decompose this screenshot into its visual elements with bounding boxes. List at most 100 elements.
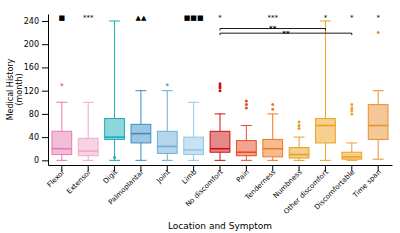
x-tick-label: Flexor xyxy=(46,168,67,189)
whisker-cap xyxy=(109,20,120,21)
whisker xyxy=(193,102,194,137)
annotation: *** xyxy=(267,14,278,22)
median xyxy=(157,146,177,148)
flier xyxy=(245,103,248,106)
x-tick: Limb xyxy=(180,165,198,186)
box xyxy=(184,137,204,154)
whisker xyxy=(88,156,89,161)
whisker-cap xyxy=(215,113,226,114)
y-axis-title-line: (month) xyxy=(15,73,24,105)
median xyxy=(52,148,72,150)
y-tick: 0 xyxy=(34,156,48,165)
flier xyxy=(245,107,248,110)
annotation: ▲▲ xyxy=(136,14,147,22)
x-tick-label: Pain xyxy=(235,168,251,184)
annotation: * xyxy=(376,14,380,22)
whisker-cap xyxy=(267,160,278,161)
box xyxy=(342,152,362,159)
whisker xyxy=(61,102,62,131)
x-tick-label: Joint xyxy=(155,168,172,185)
annotation: ■■■ xyxy=(184,14,204,22)
box xyxy=(157,131,177,153)
whisker xyxy=(325,143,326,160)
annotation: ■ xyxy=(59,14,66,22)
whisker-cap xyxy=(346,160,357,161)
whisker-cap xyxy=(83,102,94,103)
whisker-cap xyxy=(162,160,173,161)
y-axis-title: Medical History(month) xyxy=(6,58,24,120)
box xyxy=(368,105,388,140)
flier xyxy=(298,124,301,127)
whisker-cap xyxy=(267,113,278,114)
whisker xyxy=(88,102,89,138)
y-tick: 40 xyxy=(29,133,48,142)
bracket-label: ** xyxy=(282,30,290,38)
y-tick-mark xyxy=(42,44,48,45)
whisker-cap xyxy=(215,160,226,161)
x-tick: Digit xyxy=(102,165,119,185)
median xyxy=(368,125,388,127)
x-tick-label: Other discomfort xyxy=(282,168,330,216)
flier xyxy=(350,103,353,106)
whisker-cap xyxy=(135,160,146,161)
median xyxy=(105,136,125,138)
y-tick: 200 xyxy=(24,40,48,49)
whisker xyxy=(140,143,141,160)
bracket-tick xyxy=(351,33,352,35)
whisker xyxy=(220,152,221,160)
y-tick-mark xyxy=(42,91,48,92)
whisker xyxy=(167,91,168,132)
whisker-cap xyxy=(241,160,252,161)
median xyxy=(289,154,309,156)
annotations: ■***▲▲■■■******* xyxy=(59,14,381,22)
median xyxy=(78,150,98,152)
flier xyxy=(219,89,222,92)
box xyxy=(316,119,336,143)
y-tick-mark xyxy=(42,137,48,138)
y-tick-mark xyxy=(42,114,48,115)
x-tick-label: Tenderness xyxy=(243,168,277,202)
whisker-cap xyxy=(188,160,199,161)
x-axis-title: Location and Symptom xyxy=(168,221,272,231)
median xyxy=(342,156,362,158)
box-group xyxy=(157,83,177,160)
y-tick-label: 120 xyxy=(24,87,39,96)
box-group xyxy=(236,100,256,161)
x-tick: Pain xyxy=(235,165,251,184)
flier xyxy=(271,108,274,111)
whisker-cap xyxy=(83,160,94,161)
whisker xyxy=(378,91,379,105)
x-tick: No discomfort xyxy=(184,165,225,209)
whisker xyxy=(61,155,62,161)
x-tick: Joint xyxy=(155,165,172,185)
x-tick-label: Palmoplantar xyxy=(107,168,145,206)
whisker xyxy=(351,143,352,152)
whisker-cap xyxy=(135,90,146,91)
y-tick: 80 xyxy=(29,110,48,119)
bracket-tick xyxy=(220,33,221,35)
flier xyxy=(60,83,63,86)
median xyxy=(184,149,204,151)
bracket-label: ** xyxy=(269,25,277,33)
box-group xyxy=(105,21,125,160)
box xyxy=(78,138,98,155)
whisker xyxy=(299,137,300,147)
median xyxy=(131,133,151,135)
box-group xyxy=(78,102,98,160)
y-tick-label: 200 xyxy=(24,40,39,49)
y-axis: 0 40 80 120 160 200 240 xyxy=(24,15,49,166)
whisker-cap xyxy=(346,142,357,143)
flier xyxy=(166,83,169,86)
y-tick-mark xyxy=(42,160,48,161)
y-tick: 240 xyxy=(24,17,48,26)
whisker-cap xyxy=(162,90,173,91)
whisker xyxy=(378,139,379,159)
box-group xyxy=(52,83,72,160)
y-axis-line xyxy=(48,15,49,166)
y-tick-label: 240 xyxy=(24,17,39,26)
y-tick-label: 160 xyxy=(24,63,39,72)
x-tick-label: Time span xyxy=(351,168,383,200)
whisker xyxy=(325,21,326,119)
flier xyxy=(298,121,301,124)
flier xyxy=(245,100,248,103)
